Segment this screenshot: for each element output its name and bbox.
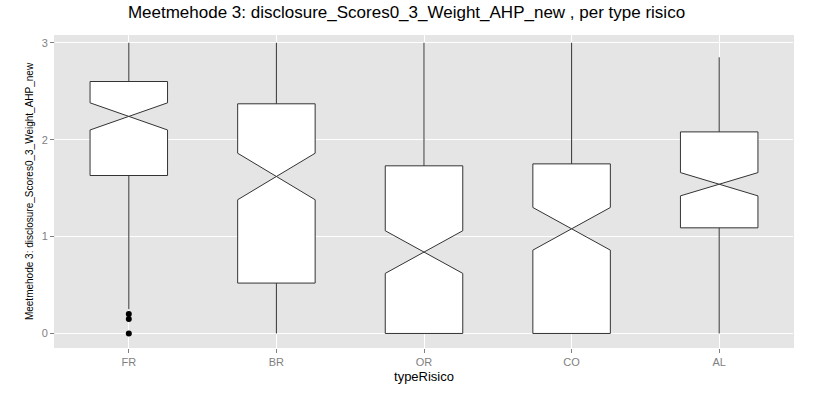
svg-text:typeRisico: typeRisico	[394, 369, 454, 384]
svg-text:FR: FR	[121, 356, 136, 368]
svg-text:3: 3	[42, 37, 48, 49]
svg-text:Meetmehode 3: disclosure_Score: Meetmehode 3: disclosure_Scores0_3_Weigh…	[128, 3, 685, 22]
svg-text:CO: CO	[563, 356, 580, 368]
svg-text:AL: AL	[712, 356, 725, 368]
svg-text:1: 1	[42, 230, 48, 242]
svg-text:BR: BR	[269, 356, 284, 368]
svg-text:0: 0	[42, 327, 48, 339]
svg-text:2: 2	[42, 134, 48, 146]
svg-text:OR: OR	[416, 356, 433, 368]
svg-text:Meetmehode 3: disclosure_Score: Meetmehode 3: disclosure_Scores0_3_Weigh…	[24, 62, 35, 320]
